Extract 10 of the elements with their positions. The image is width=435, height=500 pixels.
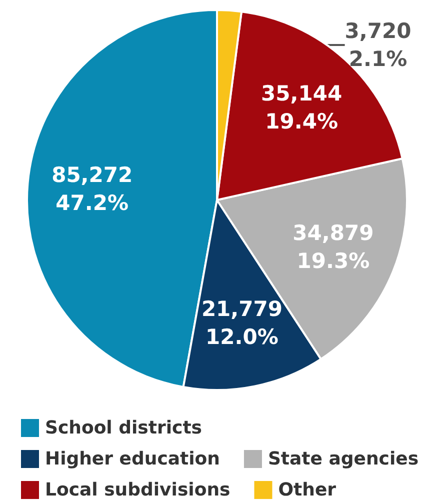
legend-label: Higher education	[45, 448, 220, 470]
data-label: 21,779 12.0%	[201, 296, 282, 349]
data-label: 85,272 47.2%	[52, 162, 133, 215]
data-label: 34,879 19.3%	[292, 221, 374, 274]
legend-label: School districts	[45, 418, 202, 438]
legend-label: Other	[278, 480, 336, 500]
legend-label: Local subdivisions	[45, 480, 230, 500]
data-label: 35,144 19.4%	[261, 81, 342, 134]
data-label: 3,720 2.1%	[344, 19, 412, 71]
legend-label: State agencies	[268, 448, 419, 470]
